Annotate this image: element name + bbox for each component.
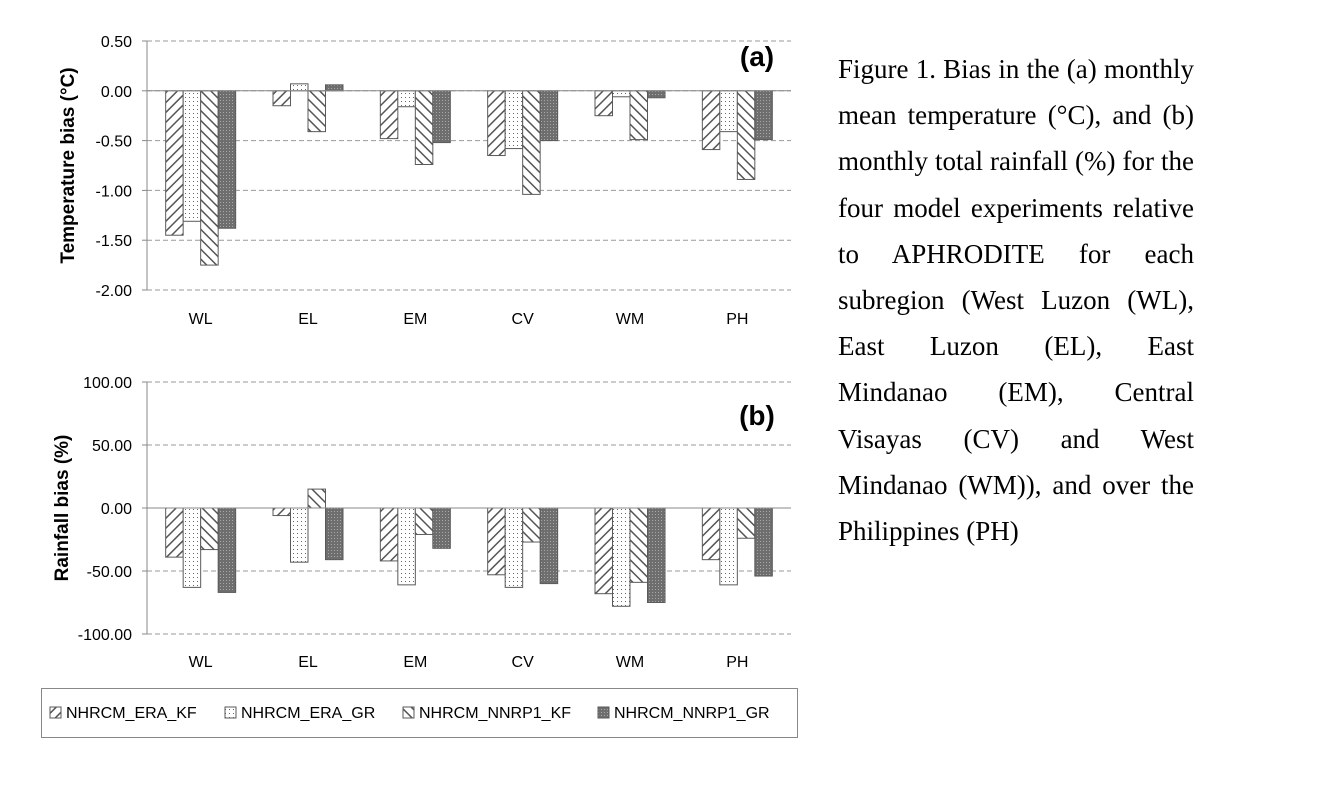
bar-nhrcm-nnrp1-gr-el (325, 507, 344, 561)
bar-nhrcm-nnrp1-gr-wl (217, 90, 237, 229)
bar-nhrcm-nnrp1-gr-cv (539, 90, 559, 142)
bar-nhrcm-nnrp1-kf-cv (522, 90, 541, 195)
y-tick-label: 0.00 (101, 501, 132, 518)
x-tick-label: EM (403, 654, 427, 671)
figure-caption: Figure 1. Bias in the (a) monthly mean t… (838, 54, 1194, 547)
bar-nhrcm-era-gr-cv (504, 507, 524, 588)
bar-nhrcm-era-kf-wm (594, 90, 613, 117)
bar-nhrcm-era-kf-wl (165, 507, 184, 558)
y-tick-label: -1.00 (96, 183, 133, 200)
bar-nhrcm-era-gr-wl (182, 90, 202, 222)
bar-nhrcm-era-kf-ph (701, 90, 721, 151)
y-axis-title: Rainfall bias (%) (52, 435, 73, 582)
chart-legend: NHRCM_ERA_KF NHRCM_ERA_GR NHRCM_NNRP1_KF NH… (41, 688, 798, 738)
x-tick-label: PH (726, 654, 748, 671)
bar-nhrcm-era-gr-wm (612, 90, 631, 98)
x-tick-label: WM (616, 311, 644, 328)
x-tick-label: CV (512, 654, 535, 671)
bar-nhrcm-era-gr-em (397, 507, 416, 586)
bar-nhrcm-era-kf-ph (701, 507, 721, 561)
bar-nhrcm-era-kf-cv (487, 507, 506, 576)
bar-nhrcm-era-kf-em (379, 507, 399, 562)
y-tick-label: 100.00 (83, 375, 132, 392)
bar-nhrcm-era-gr-wl (182, 507, 202, 588)
y-tick-label: -100.00 (78, 627, 132, 644)
figure-charts: 0.50 0.00 -0.50 -1.00 -1.50 -2.00 WL EL EM CV WM PH… (41, 34, 798, 738)
y-tick-label: 0.50 (101, 34, 132, 51)
y-tick-label: -2.00 (96, 283, 133, 300)
x-tick-label: WL (189, 311, 213, 328)
y-tick-label: -50.00 (87, 564, 132, 581)
bar-nhrcm-nnrp1-gr-wm (647, 90, 666, 99)
legend-swatch (224, 706, 237, 719)
bar-nhrcm-era-kf-cv (487, 90, 506, 157)
chart-panel-a: 0.50 0.00 -0.50 -1.00 -1.50 -2.00 WL EL EM CV WM PH… (58, 34, 791, 328)
bar-nhrcm-era-kf-el (272, 90, 291, 107)
legend-swatch (49, 706, 62, 719)
bar-nhrcm-nnrp1-kf-el (307, 90, 326, 133)
legend-label: NHRCM_ERA_GR (241, 705, 375, 722)
bar-nhrcm-nnrp1-gr-wm (647, 507, 666, 603)
bar-nhrcm-nnrp1-kf-wl (200, 90, 219, 266)
legend-swatch (402, 706, 415, 719)
legend-label: NHRCM_ERA_KF (66, 705, 197, 722)
bar-nhrcm-era-kf-em (379, 90, 399, 140)
bar-nhrcm-era-gr-ph (719, 507, 738, 586)
bar-nhrcm-nnrp1-gr-wl (217, 507, 237, 593)
x-tick-label: WM (616, 654, 644, 671)
bar-nhrcm-nnrp1-kf-ph (736, 90, 756, 180)
x-tick-label: CV (512, 311, 535, 328)
bar-nhrcm-era-kf-el (272, 507, 291, 517)
x-tick-label: WL (189, 654, 213, 671)
bar-nhrcm-nnrp1-kf-em (414, 90, 434, 166)
bar-nhrcm-nnrp1-kf-ph (736, 507, 756, 539)
panel-label: (a) (740, 41, 774, 72)
bar-nhrcm-nnrp1-kf-el (307, 488, 326, 509)
bar-nhrcm-nnrp1-gr-ph (754, 507, 773, 577)
bar-nhrcm-era-gr-em (397, 90, 416, 108)
bar-nhrcm-nnrp1-gr-em (432, 507, 451, 549)
y-tick-label: 50.00 (92, 438, 132, 455)
bar-nhrcm-nnrp1-kf-cv (522, 507, 541, 543)
bar-nhrcm-era-gr-wm (612, 507, 631, 607)
legend-label: NHRCM_NNRP1_GR (614, 705, 770, 722)
bar-nhrcm-era-gr-cv (504, 90, 524, 150)
y-axis-title: Temperature bias (°C) (58, 67, 79, 263)
legend-label: NHRCM_NNRP1_KF (419, 705, 571, 722)
x-tick-label: EM (403, 311, 427, 328)
chart-panel-b: 100.00 50.00 0.00 -50.00 -100.00 WL EL EM CV WM PH… (52, 375, 791, 671)
bar-nhrcm-era-kf-wl (165, 90, 184, 236)
bar-nhrcm-era-gr-el (290, 507, 309, 563)
bar-nhrcm-nnrp1-kf-wm (629, 507, 648, 583)
y-tick-label: -1.50 (96, 233, 133, 250)
bar-nhrcm-nnrp1-kf-wl (200, 507, 219, 551)
x-tick-label: EL (298, 311, 318, 328)
bar-nhrcm-nnrp1-gr-el (325, 84, 344, 92)
bar-nhrcm-nnrp1-kf-wm (629, 90, 648, 141)
bar-nhrcm-era-kf-wm (594, 507, 613, 595)
bar-nhrcm-nnrp1-kf-em (414, 507, 434, 535)
bar-nhrcm-nnrp1-gr-cv (539, 507, 559, 585)
y-tick-label: 0.00 (101, 84, 132, 101)
y-tick-label: -0.50 (96, 134, 133, 151)
x-tick-label: PH (726, 311, 748, 328)
bar-nhrcm-nnrp1-gr-em (432, 90, 451, 144)
bar-nhrcm-era-gr-el (290, 83, 309, 92)
panel-label: (b) (739, 400, 775, 431)
legend-swatch (597, 706, 610, 719)
x-tick-label: EL (298, 654, 318, 671)
bar-nhrcm-nnrp1-gr-ph (754, 90, 773, 141)
bar-nhrcm-era-gr-ph (719, 90, 738, 133)
